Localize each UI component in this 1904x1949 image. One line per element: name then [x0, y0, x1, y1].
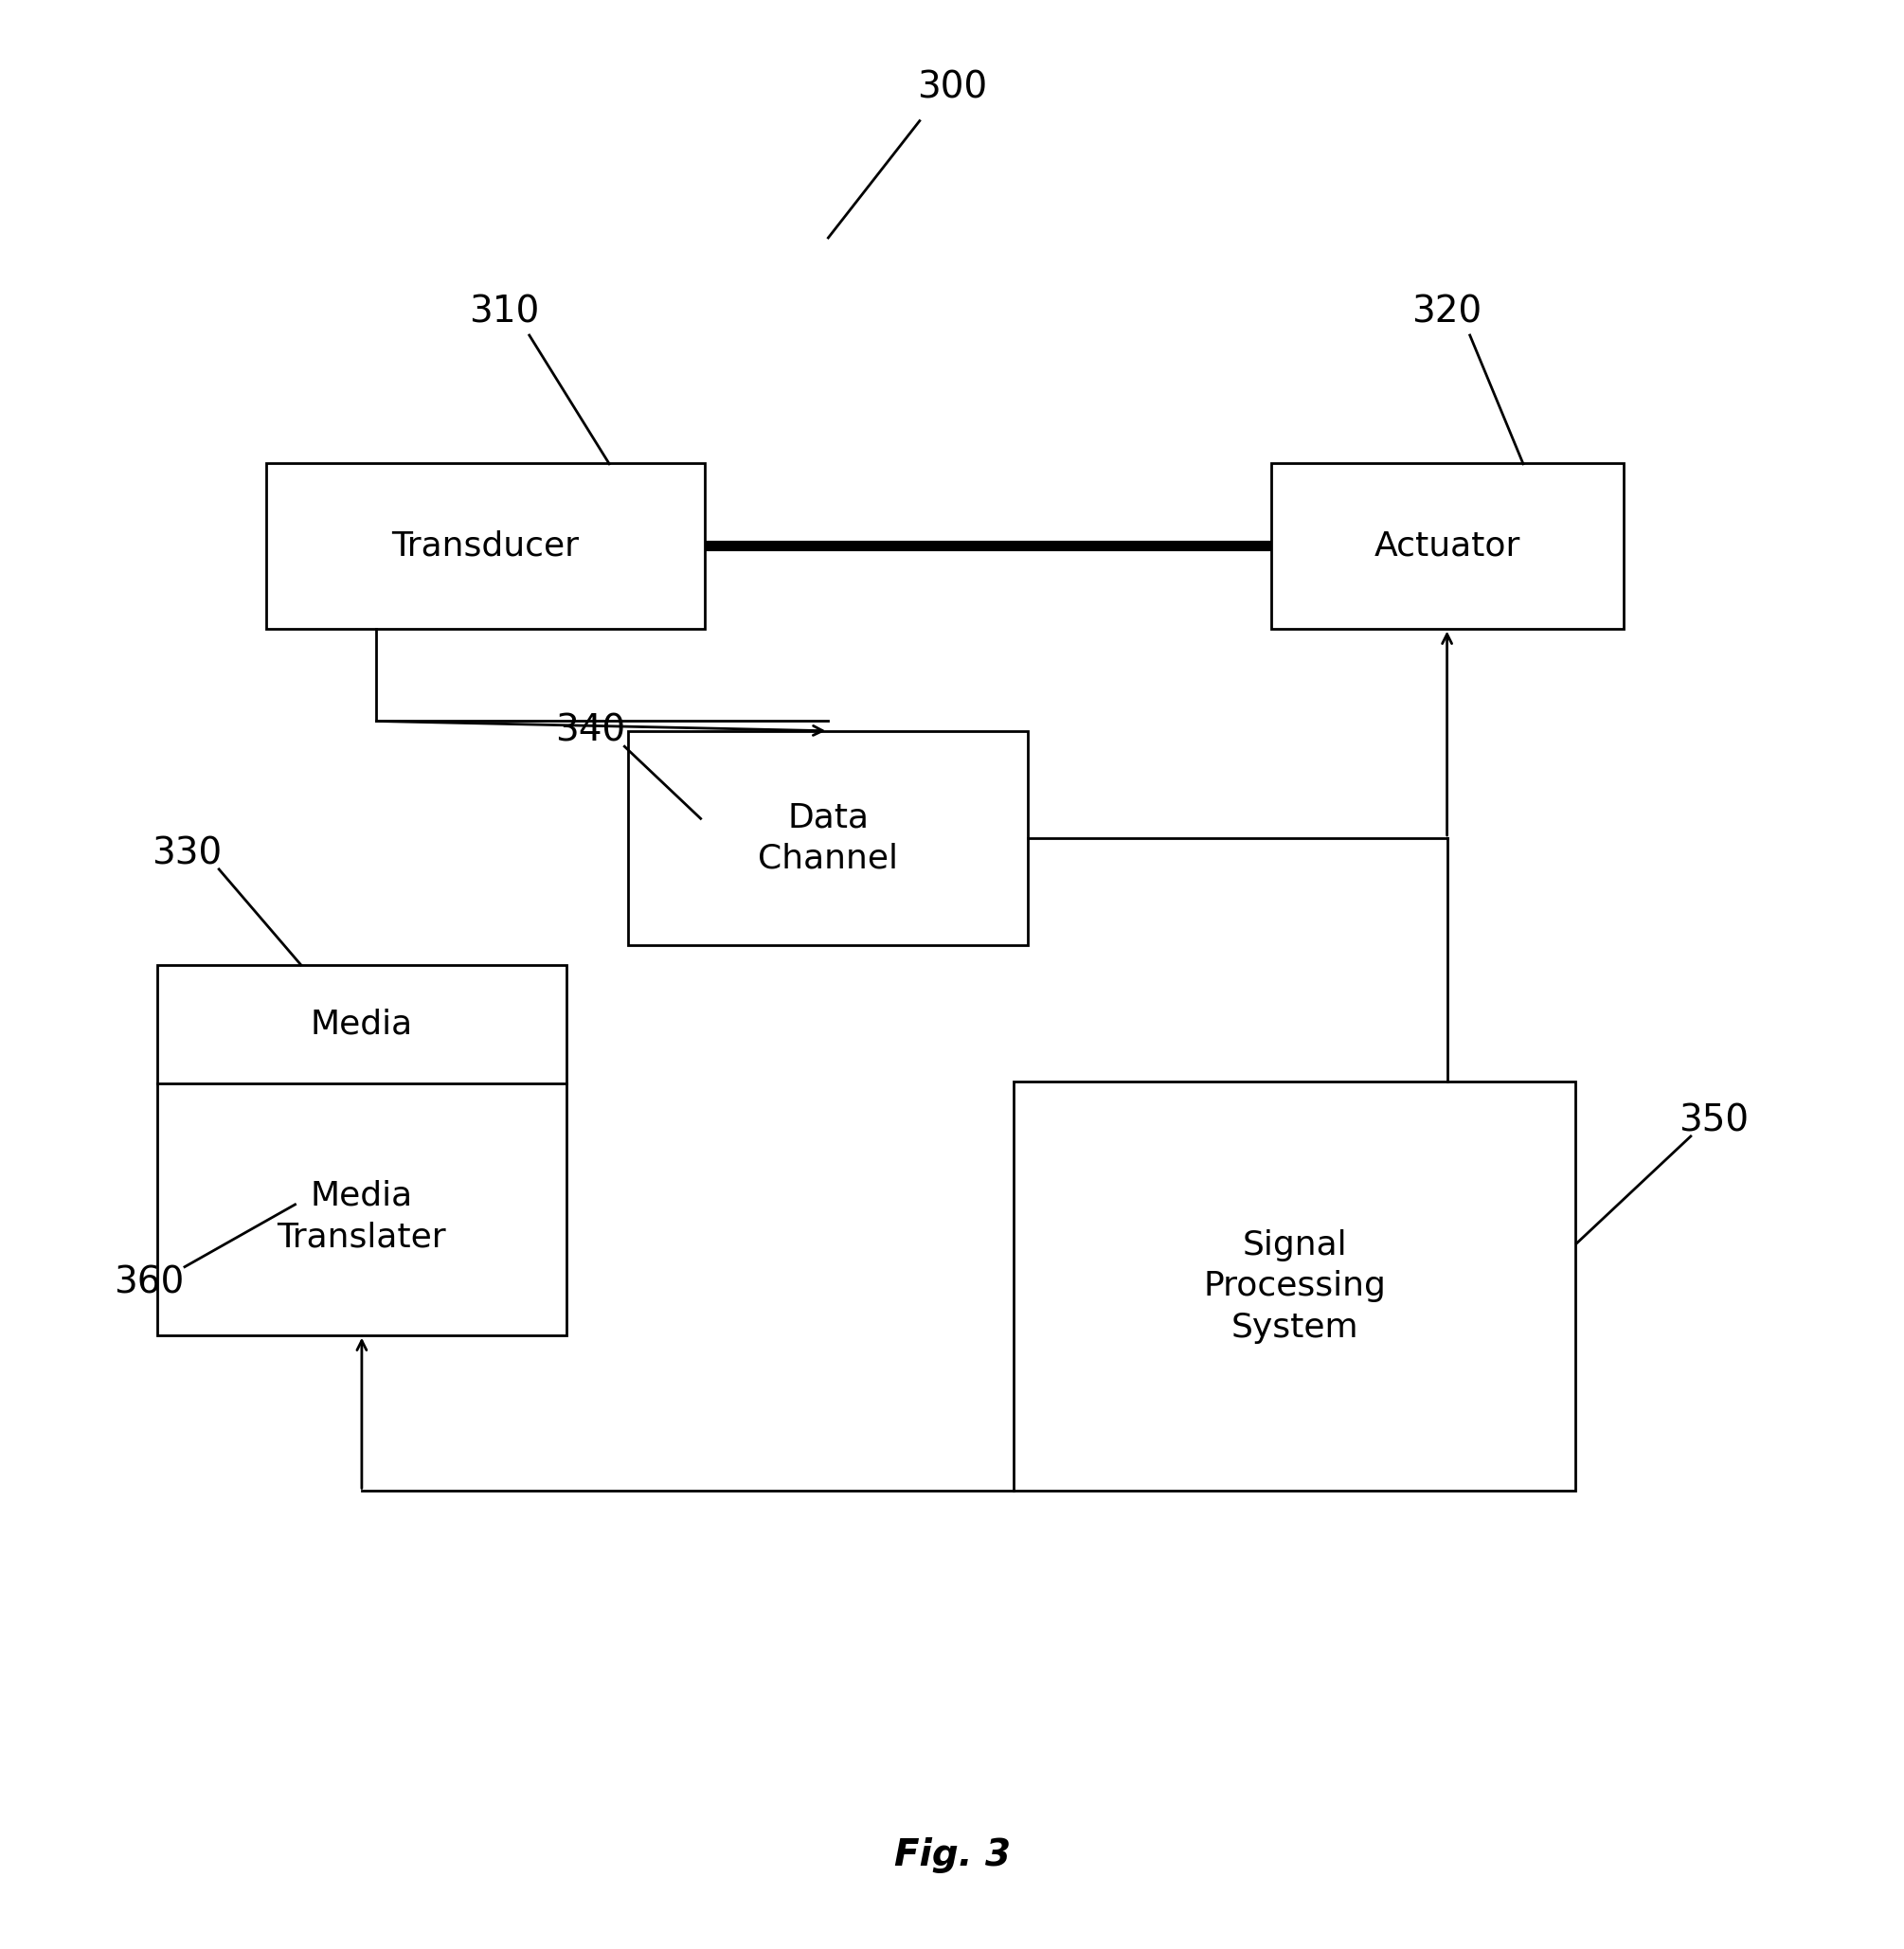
Text: Transducer: Transducer: [392, 530, 579, 561]
FancyBboxPatch shape: [1272, 464, 1624, 628]
Text: 330: 330: [152, 836, 221, 871]
Text: Media: Media: [310, 1008, 413, 1041]
Text: Signal
Processing
System: Signal Processing System: [1203, 1230, 1386, 1343]
Text: Fig. 3: Fig. 3: [893, 1838, 1011, 1873]
Text: Media
Translater: Media Translater: [278, 1179, 446, 1253]
FancyBboxPatch shape: [628, 731, 1028, 945]
Text: 310: 310: [468, 294, 541, 329]
FancyBboxPatch shape: [1015, 1082, 1577, 1491]
Text: 350: 350: [1679, 1103, 1748, 1138]
Text: Actuator: Actuator: [1375, 530, 1519, 561]
Text: 360: 360: [112, 1265, 185, 1300]
Text: Data
Channel: Data Channel: [758, 801, 899, 875]
Text: 340: 340: [556, 713, 625, 748]
Text: 300: 300: [918, 70, 986, 105]
FancyBboxPatch shape: [156, 965, 567, 1335]
Text: 320: 320: [1413, 294, 1481, 329]
FancyBboxPatch shape: [267, 464, 704, 628]
